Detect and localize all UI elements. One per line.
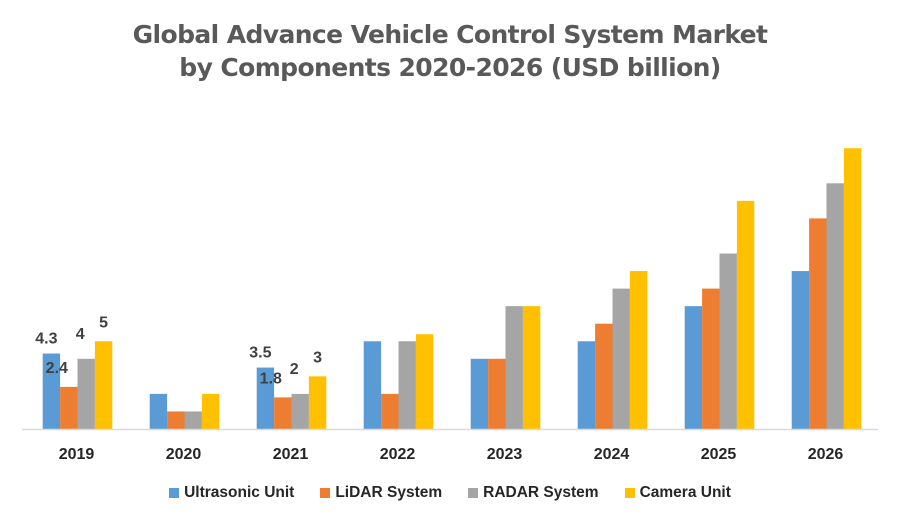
x-tick-label-2021: 2021 (273, 446, 309, 463)
x-tick-label-2023: 2023 (487, 446, 523, 463)
x-tick-label-2025: 2025 (701, 446, 737, 463)
chart-title-line-1: Global Advance Vehicle Control System Ma… (132, 20, 768, 49)
bar-lidar-system-2025 (702, 288, 720, 429)
legend-swatch (624, 488, 635, 498)
data-label-radar-system-2021: 2 (290, 361, 299, 378)
bar-radar-system-2026 (826, 183, 844, 429)
legend-item-ultrasonic-unit: Ultrasonic Unit (169, 484, 294, 502)
data-label-lidar-system-2019: 2.4 (46, 360, 68, 377)
x-tick-label-2026: 2026 (808, 446, 844, 463)
bar-ultrasonic-unit-2023 (470, 358, 489, 429)
legend-label: Camera Unit (639, 484, 731, 501)
bars-layer (42, 148, 862, 429)
x-tick-labels: 2019 2020 2021 2022 2023 2024 2025 2026 (59, 446, 844, 463)
bar-camera-unit-2025 (736, 200, 755, 429)
bar-camera-unit-2022 (415, 334, 434, 429)
legend-item-radar-system: RADAR System (468, 484, 599, 502)
bar-radar-system-2023 (505, 306, 523, 429)
chart-title: Global Advance Vehicle Control System Ma… (0, 18, 900, 84)
x-tick-label-2022: 2022 (380, 446, 416, 463)
x-tick-label-2020: 2020 (166, 446, 202, 463)
data-labels: 4.3 2.4 45 3.5 1.8 23 (35, 314, 322, 387)
legend-item-camera-unit: Camera Unit (624, 484, 731, 502)
legend: Ultrasonic Unit LiDAR System RADAR System C… (0, 484, 900, 502)
bar-radar-system-2019 (77, 358, 95, 429)
x-tick-label-2024: 2024 (594, 446, 630, 463)
data-label-radar-system-2019: 4 (76, 326, 85, 343)
bar-ultrasonic-unit-2024 (577, 341, 596, 429)
bar-lidar-system-2021 (274, 397, 292, 429)
x-tick-label-2019: 2019 (59, 446, 95, 463)
bar-radar-system-2024 (612, 288, 630, 429)
legend-label: RADAR System (483, 484, 599, 501)
legend-swatch (320, 488, 331, 498)
bar-camera-unit-2019 (94, 341, 113, 429)
bar-lidar-system-2019 (60, 386, 78, 429)
legend-swatch (169, 488, 180, 498)
legend-swatch (468, 488, 479, 498)
bar-radar-system-2022 (398, 341, 416, 429)
bar-radar-system-2021 (291, 393, 309, 429)
bar-lidar-system-2024 (595, 323, 613, 429)
data-label-ultrasonic-unit-2019: 4.3 (35, 331, 57, 348)
data-label-camera-unit-2021: 3 (313, 349, 322, 366)
legend-label: LiDAR System (335, 484, 443, 501)
bar-radar-system-2025 (719, 253, 737, 429)
bar-camera-unit-2026 (843, 148, 862, 429)
bar-ultrasonic-unit-2022 (363, 341, 382, 429)
chart-title-line-2: by Components 2020-2026 (USD billion) (179, 53, 721, 82)
bar-radar-system-2020 (184, 411, 202, 429)
bar-camera-unit-2023 (522, 306, 541, 429)
bar-camera-unit-2024 (629, 271, 648, 429)
bar-ultrasonic-unit-2020 (149, 393, 168, 429)
bar-lidar-system-2026 (809, 218, 827, 429)
bar-ultrasonic-unit-2026 (791, 271, 810, 429)
bar-lidar-system-2020 (167, 411, 185, 429)
bar-ultrasonic-unit-2025 (684, 306, 703, 429)
bar-ultrasonic-unit-2021 (256, 367, 275, 429)
data-label-camera-unit-2019: 5 (99, 314, 108, 331)
bar-camera-unit-2020 (201, 393, 220, 429)
bar-camera-unit-2021 (308, 376, 327, 429)
data-label-ultrasonic-unit-2021: 3.5 (249, 345, 271, 362)
bar-lidar-system-2023 (488, 358, 506, 429)
data-label-lidar-system-2021: 1.8 (260, 370, 282, 387)
bar-lidar-system-2022 (381, 393, 399, 429)
bar-ultrasonic-unit-2019 (42, 353, 61, 429)
legend-label: Ultrasonic Unit (184, 484, 295, 501)
legend-item-lidar-system: LiDAR System (320, 484, 442, 502)
